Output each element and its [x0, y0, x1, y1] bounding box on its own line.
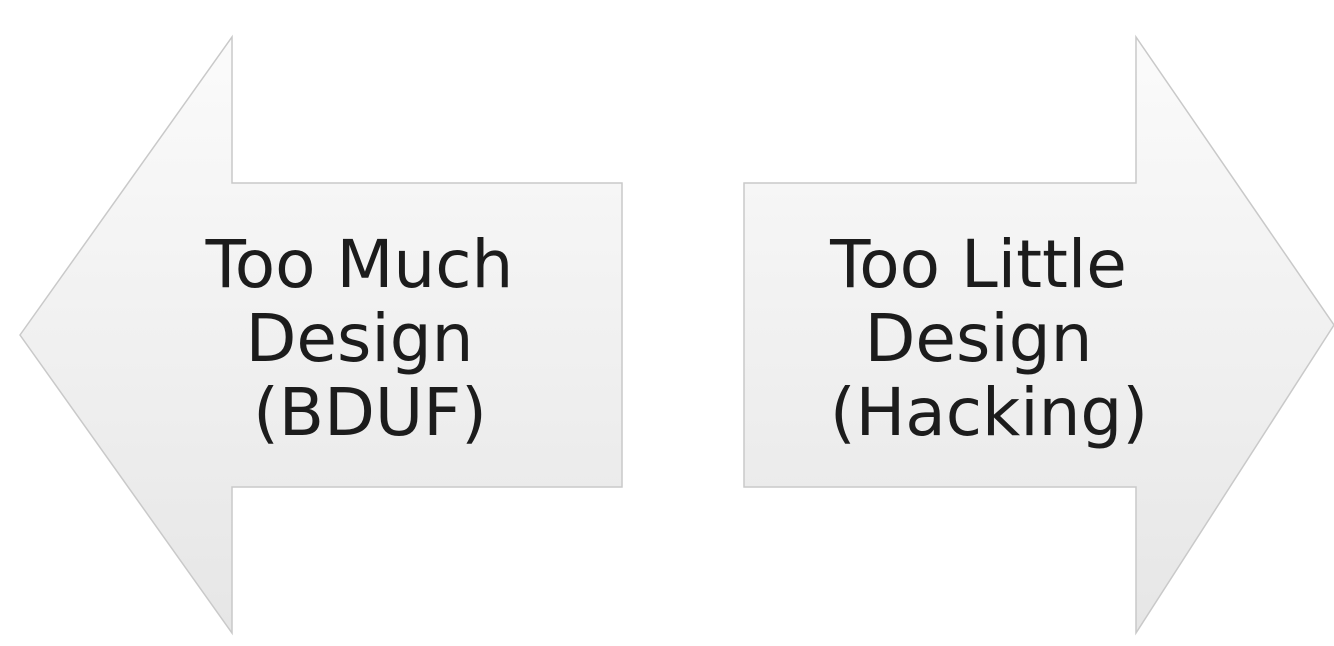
- right-arrow-shape: [743, 34, 1334, 636]
- left-arrow-label: Too Much Design (BDUF): [205, 226, 535, 451]
- right-arrow-line-3: (Hacking): [830, 374, 1148, 451]
- left-arrow-line-1: Too Much: [205, 226, 514, 303]
- left-arrow-line-3: (BDUF): [253, 374, 487, 451]
- left-arrow: Too Much Design (BDUF): [19, 34, 623, 636]
- right-arrow-line-1: Too Little: [829, 226, 1127, 303]
- right-arrow-label: Too Little Design (Hacking): [829, 226, 1148, 451]
- left-arrow-line-2: Design: [246, 300, 474, 377]
- right-arrow-line-2: Design: [865, 300, 1093, 377]
- right-arrow: Too Little Design (Hacking): [743, 34, 1334, 636]
- left-arrow-shape: [19, 34, 623, 636]
